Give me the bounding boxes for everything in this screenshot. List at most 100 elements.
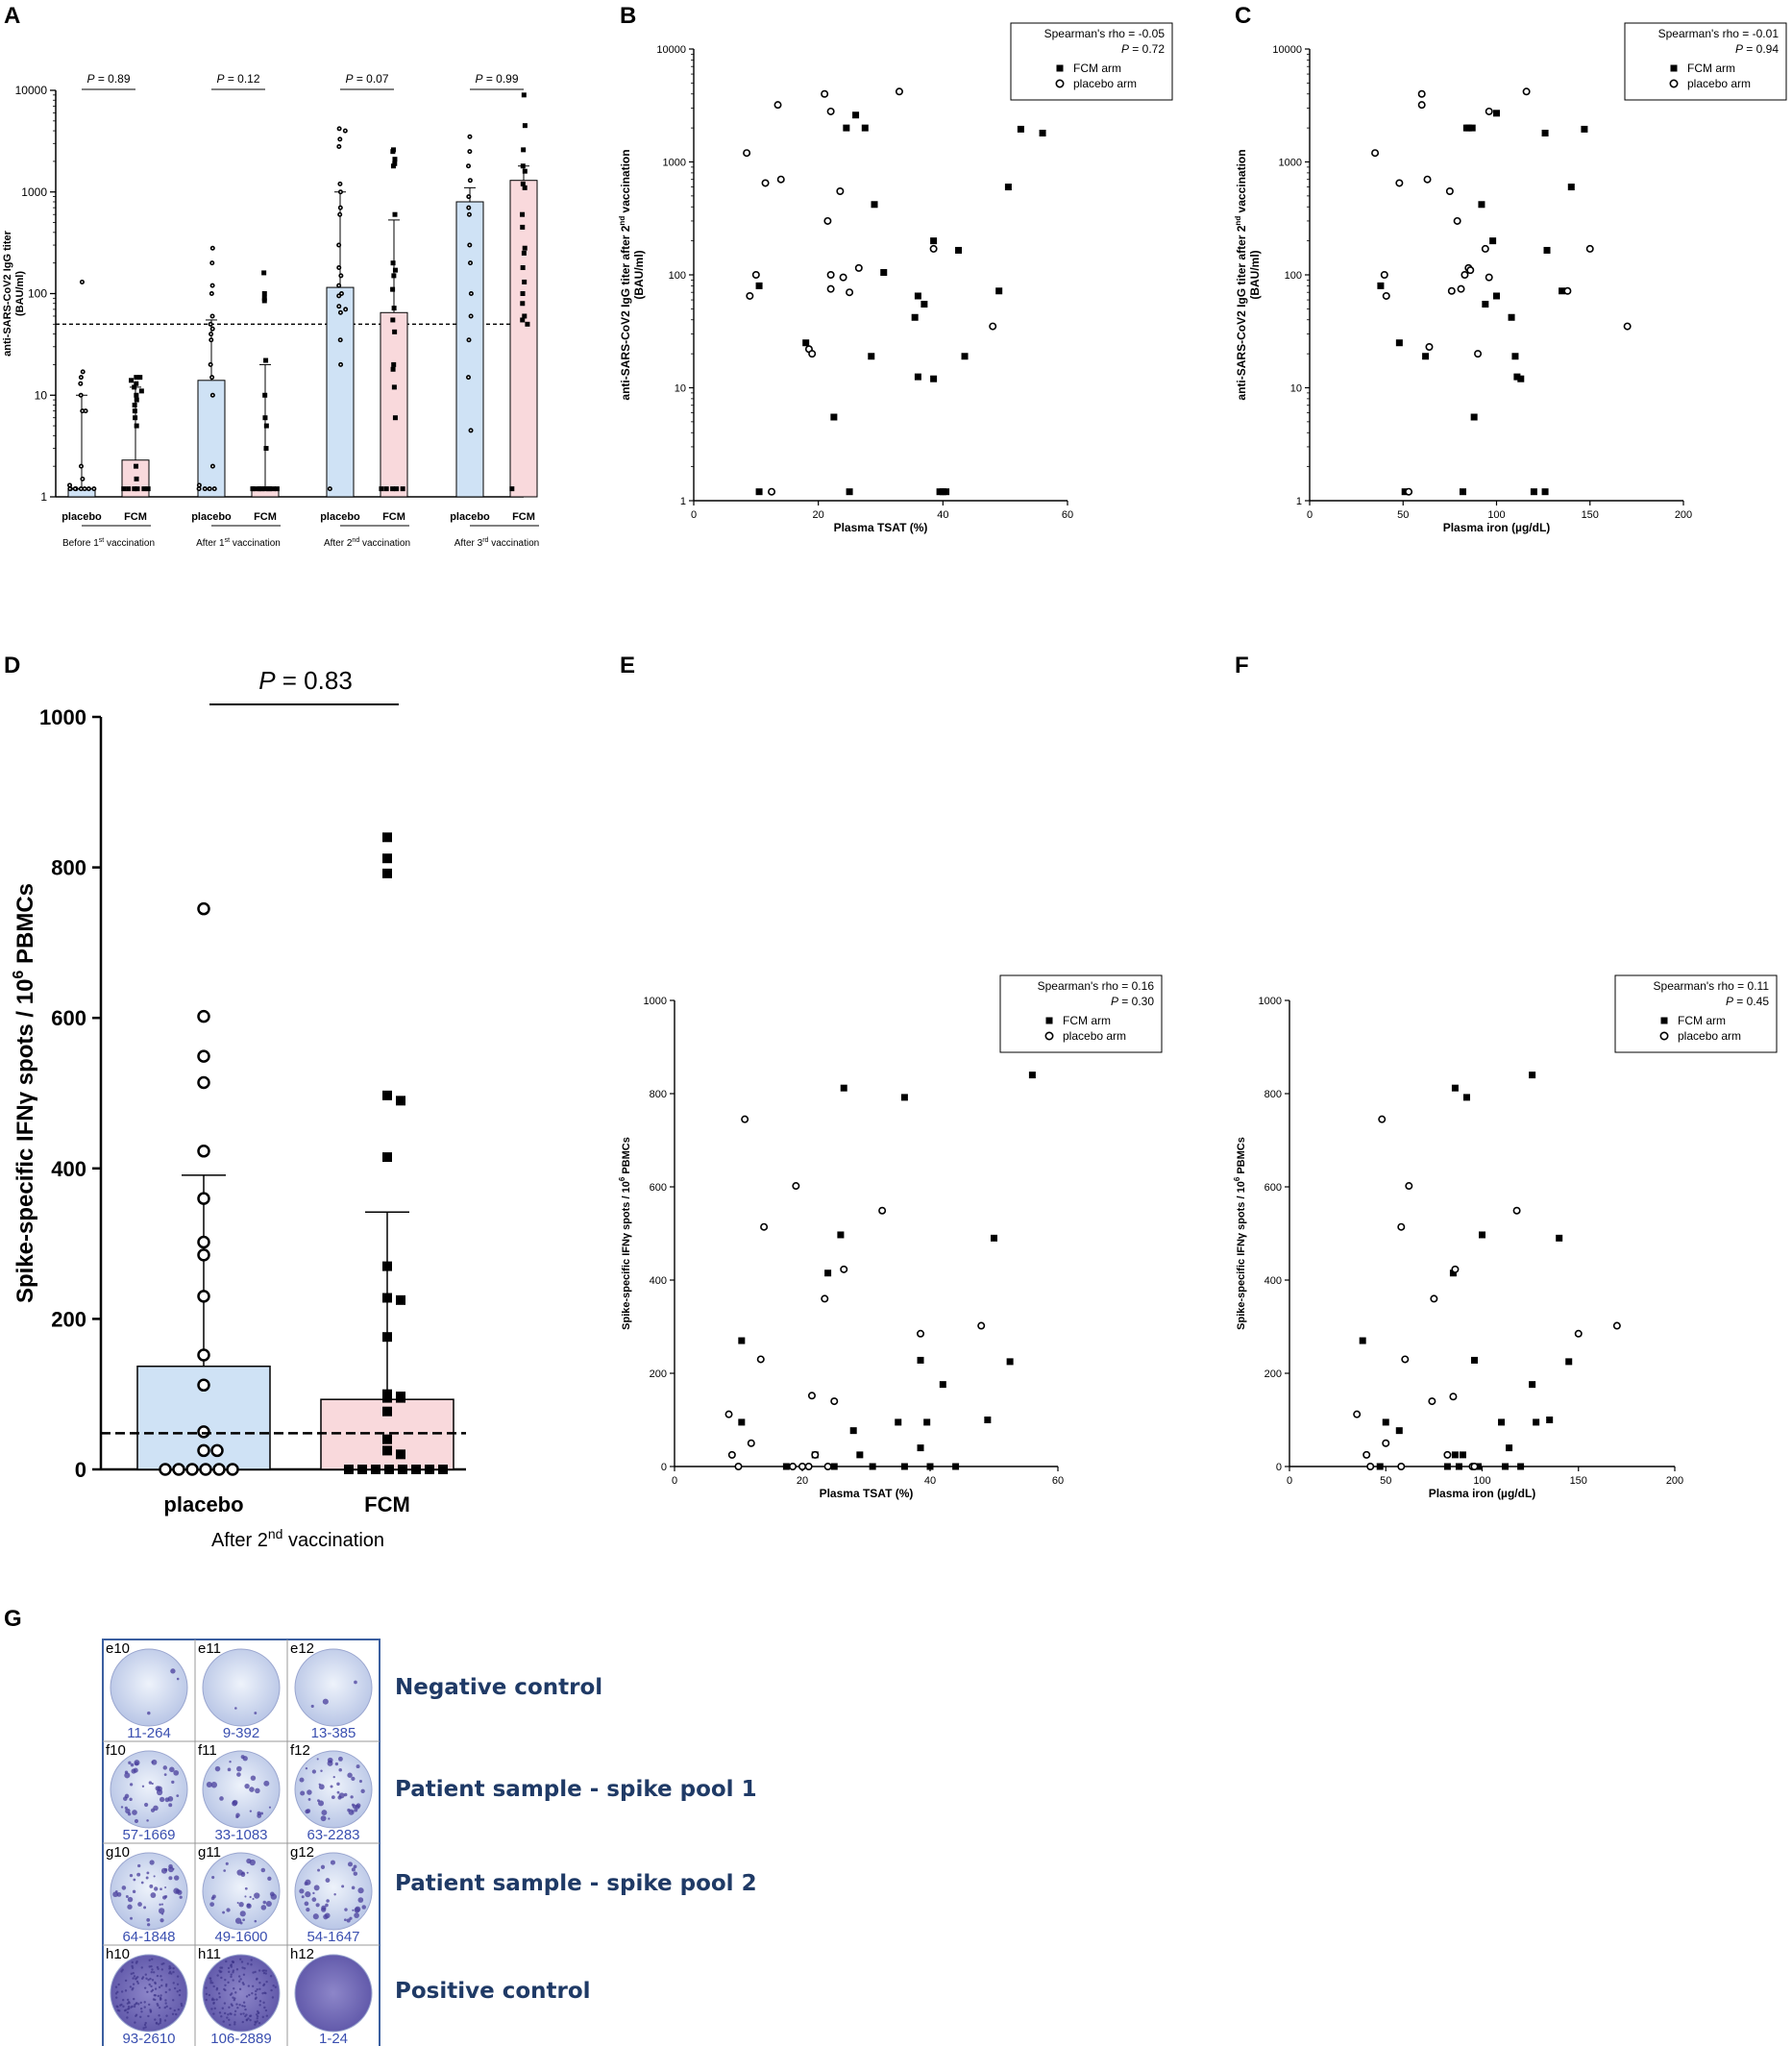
data-point-placebo — [78, 381, 84, 386]
well-spot — [355, 1906, 361, 1912]
data-point-fcm — [1017, 125, 1024, 133]
well-spot — [157, 1967, 160, 1970]
data-point-fcm — [852, 111, 860, 119]
well-spot — [176, 1677, 180, 1681]
data-point-placebo — [199, 1463, 212, 1476]
elispot-well — [294, 1954, 373, 2033]
well-count: 54-1647 — [307, 1929, 359, 1945]
well-spot — [169, 1966, 172, 1970]
well-spot — [212, 2012, 215, 2015]
y-axis-label-units: (BAU/ml) — [14, 271, 26, 316]
well-spot — [249, 1859, 256, 1866]
data-point-FCM — [251, 486, 257, 492]
well-spot — [144, 2026, 147, 2029]
well-spot — [299, 1777, 305, 1783]
data-point-fcm — [1443, 1463, 1451, 1470]
data-point-FCM — [263, 446, 269, 452]
well-spot — [165, 1983, 168, 1986]
well-spot — [312, 1913, 319, 1920]
data-point-fcm — [755, 488, 763, 496]
data-point-placebo — [1362, 1450, 1371, 1459]
well-spot — [124, 1772, 131, 1779]
well-spot — [258, 1987, 261, 1990]
well-spot — [254, 1712, 258, 1714]
well-spot — [264, 1969, 268, 1972]
data-point-FCM — [133, 415, 138, 421]
data-point-placebo — [336, 265, 342, 271]
well-spot — [332, 1775, 335, 1779]
x-tick-label: 0 — [1307, 509, 1313, 521]
data-point-placebo — [929, 244, 938, 253]
well-spot — [354, 1808, 358, 1812]
well-spot — [358, 1779, 362, 1784]
well-spot — [127, 1896, 134, 1903]
data-point-fcm — [1529, 1381, 1536, 1389]
data-point-placebo — [196, 486, 202, 492]
well-spot — [254, 1993, 258, 1996]
well-spot — [173, 1769, 180, 1776]
data-point-placebo — [1449, 1393, 1458, 1401]
x-tick-label: 40 — [937, 509, 948, 521]
spearman-p: P = 0.94 — [1735, 42, 1779, 56]
data-point-placebo — [1466, 266, 1475, 275]
well-spot — [317, 1868, 320, 1872]
data-point-fcm — [923, 1418, 931, 1426]
well-spot — [244, 2014, 247, 2018]
data-point-placebo — [1382, 1439, 1390, 1447]
well-spot — [135, 1961, 138, 1964]
well-spot — [306, 1908, 310, 1912]
y-tick-label: 100 — [669, 270, 686, 282]
well-spot — [256, 1977, 258, 1981]
data-point-placebo — [1585, 244, 1594, 253]
data-point-placebo — [854, 263, 863, 272]
data-point-placebo — [197, 1235, 210, 1249]
data-point-fcm — [1474, 1463, 1482, 1470]
well-spot — [263, 1991, 266, 1994]
well-spot — [299, 1888, 305, 1894]
well-spot — [124, 1989, 128, 1992]
well-spot — [260, 1812, 264, 1815]
well-spot — [126, 2010, 130, 2014]
well-spot — [236, 1902, 239, 1905]
data-point-placebo — [1443, 1450, 1452, 1459]
bar-placebo — [326, 286, 355, 498]
data-point-fcm — [1376, 1463, 1384, 1470]
panel-label-b: B — [620, 3, 636, 29]
data-point-placebo — [468, 260, 474, 266]
data-point-FCM — [390, 486, 396, 492]
legend-label-placebo: placebo arm — [1687, 77, 1751, 90]
well-spot — [250, 1963, 253, 1966]
data-point-placebo — [989, 322, 997, 331]
well-spot — [234, 1707, 237, 1710]
data-point-FCM — [522, 313, 528, 319]
data-point-placebo — [78, 375, 84, 381]
data-point-placebo — [209, 260, 215, 266]
data-point-placebo — [209, 283, 215, 288]
data-point-fcm — [1478, 201, 1485, 209]
data-point-FCM — [134, 375, 139, 381]
data-point-FCM — [383, 486, 389, 492]
data-point-FCM — [400, 486, 405, 492]
data-point-placebo — [1474, 350, 1483, 358]
well-spot — [326, 1899, 330, 1903]
well-spot — [318, 1784, 325, 1790]
well-spot — [351, 1776, 356, 1781]
well-spot — [124, 1806, 128, 1810]
well-spot — [353, 1871, 358, 1876]
well-spot — [263, 2006, 266, 2009]
y-tick-label: 100 — [28, 287, 47, 301]
well-spot — [225, 1960, 228, 1963]
well-spot — [214, 1765, 221, 1772]
x-category-label: placebo — [61, 511, 102, 523]
well-spot — [130, 2006, 133, 2009]
well-spot — [242, 1918, 246, 1922]
data-point-FCM — [145, 486, 151, 492]
chart-d: 0 200 400 600 800 1000 Spike-specific IFNγ spo… — [11, 666, 466, 1551]
well-spot — [238, 1902, 244, 1908]
y-tick-label: 200 — [1264, 1368, 1282, 1380]
data-point-fcm — [1498, 1418, 1506, 1426]
well-spot — [349, 1916, 353, 1920]
x-category-label: FCM — [382, 511, 405, 523]
data-point-placebo — [1445, 187, 1454, 196]
well-spot — [154, 1981, 157, 1984]
